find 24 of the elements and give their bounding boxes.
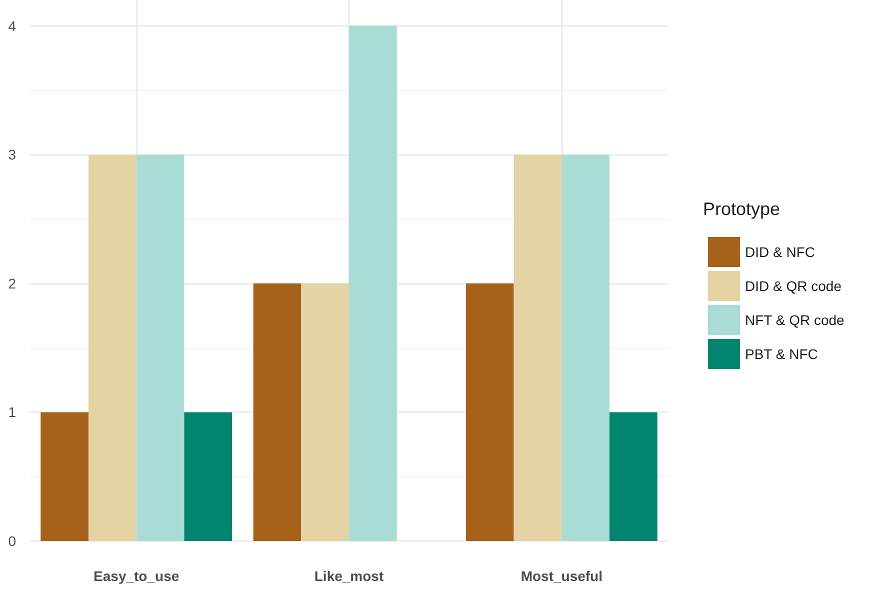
bar [349,26,397,541]
bar [40,412,88,541]
x-tick-label: Most_useful [520,568,603,584]
y-tick-label: 2 [8,275,16,292]
bar [610,412,658,541]
x-tick-label: Like_most [314,568,384,584]
bar [253,283,302,541]
legend-label: DID & NFC [745,244,815,260]
y-tick-label: 0 [8,533,16,549]
bar [466,283,514,541]
legend-label: DID & QR code [745,278,842,294]
y-tick-label: 4 [8,18,16,34]
bar [136,154,184,541]
bar [88,154,136,541]
legend-label: PBT & NFC [745,346,818,362]
legend-label: NFT & QR code [745,312,845,328]
legend-title: Prototype [703,199,780,219]
bar [301,283,349,541]
bar [562,154,610,541]
bar [184,412,232,541]
bar [514,154,562,541]
y-tick-label: 1 [8,404,16,420]
x-tick-label: Easy_to_use [94,568,180,584]
y-tick-label: 3 [8,146,16,163]
